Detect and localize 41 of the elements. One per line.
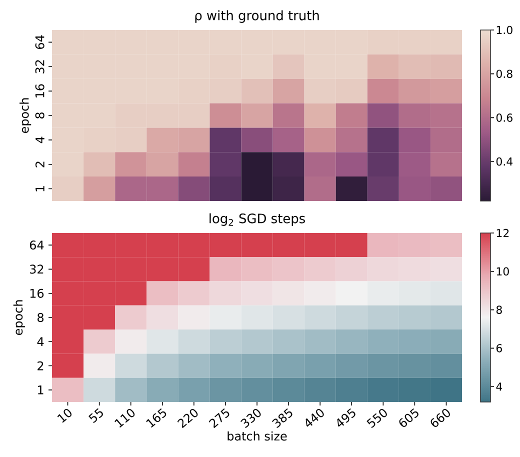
color-bar-label: 0.6 [496, 114, 512, 122]
color-bar-label: 0.8 [496, 70, 512, 78]
y-tick-label: 64 [30, 240, 44, 250]
y-tick-label: 4 [37, 337, 44, 346]
y-tick-label: 16 [30, 288, 44, 298]
y-tick-label: 4 [36, 136, 44, 144]
x-tick-label: 495 [337, 408, 356, 427]
x-tick-label: 220 [177, 408, 198, 428]
y-axis-title: epoch [13, 300, 25, 336]
y-tick-label: 16 [35, 84, 44, 98]
color-bar-label: 1.0 [496, 26, 512, 34]
x-tick-label: 605 [399, 408, 418, 427]
x-tick-label: 275 [208, 408, 230, 428]
x-tick-label: 110 [114, 408, 135, 428]
color-bar-label: 6 [496, 344, 502, 352]
y-tick-label: 32 [35, 60, 44, 74]
x-tick-label: 165 [146, 408, 166, 428]
x-tick-label: 10 [57, 408, 72, 423]
y-tick-label: 8 [35, 112, 44, 118]
y-tick-label: 2 [35, 162, 44, 168]
color-bar-label: 12 [496, 228, 509, 238]
x-tick-label: 55 [88, 408, 103, 423]
x-tick-label: 440 [306, 408, 324, 427]
y-tick-label: 64 [35, 35, 44, 49]
x-tick-label: 550 [366, 408, 387, 428]
y-tick-label: 1 [36, 186, 44, 192]
color-bar-label: 8 [496, 306, 502, 314]
y-tick-label: 1 [38, 386, 44, 394]
color-bar-label: 10 [496, 267, 509, 276]
chart-title: log$_{2}$ SGD steps [210, 213, 305, 226]
x-axis-title: batch size [228, 431, 287, 441]
chart-title: ρ with ground truth [195, 10, 319, 23]
y-tick-label: 2 [38, 361, 44, 370]
y-axis-title: epoch [20, 98, 32, 134]
x-tick-label: 660 [430, 408, 450, 427]
color-bar-label: 0.4 [496, 157, 513, 166]
y-tick-label: 32 [30, 264, 44, 274]
x-tick-label: 385 [272, 408, 292, 428]
color-bar-label: 4 [496, 382, 502, 391]
y-tick-label: 8 [38, 312, 44, 322]
x-tick-label: 330 [240, 408, 261, 428]
